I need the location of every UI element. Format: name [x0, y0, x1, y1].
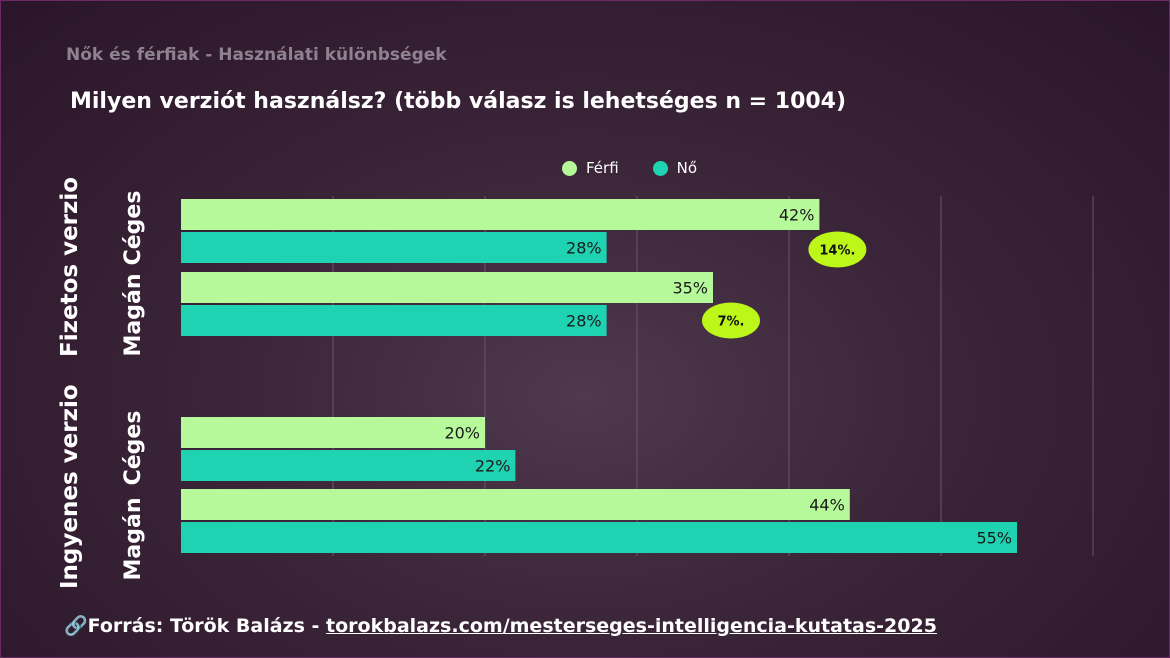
bar-ferfi-3 — [181, 489, 850, 520]
bar-no-3 — [181, 522, 1017, 553]
difference-badge-text-1: 7%. — [717, 315, 744, 330]
bar-no-1 — [181, 305, 607, 336]
legend-item-ferfi: Férfi — [562, 159, 619, 177]
slide-subtitle: Nők és férfiak - Használati különbségek — [66, 45, 447, 65]
legend-item-no: Nő — [652, 159, 698, 177]
data-label-ferfi-3: 44% — [809, 496, 845, 515]
bar-ferfi-2 — [181, 417, 485, 448]
difference-badge-1 — [702, 302, 760, 339]
data-label-ferfi-2: 20% — [444, 424, 480, 443]
difference-badge-text-0: 14%. — [819, 244, 855, 259]
data-label-no-1: 28% — [566, 312, 602, 331]
source-prefix: Forrás: Török Balázs - — [87, 615, 327, 637]
legend-swatch-no — [652, 160, 668, 176]
source-line: 🔗Forrás: Török Balázs - torokbalazs.com/… — [64, 614, 937, 637]
legend-label-ferfi: Férfi — [586, 159, 619, 177]
legend-swatch-ferfi — [562, 160, 577, 176]
data-label-no-2: 22% — [475, 457, 511, 476]
bar-ferfi-0 — [181, 199, 820, 230]
data-label-no-0: 28% — [566, 239, 602, 258]
chart-legend: Férfi Nő — [562, 159, 731, 177]
bar-no-2 — [181, 450, 516, 481]
data-label-ferfi-0: 42% — [779, 206, 815, 225]
chart-title: Milyen verziót használsz? (több válasz i… — [70, 89, 847, 114]
bar-no-0 — [181, 232, 607, 263]
bar-ferfi-1 — [181, 272, 713, 303]
legend-label-no: Nő — [676, 159, 698, 177]
data-label-no-3: 55% — [976, 529, 1012, 548]
link-icon: 🔗 — [64, 615, 88, 637]
data-label-ferfi-1: 35% — [672, 279, 708, 298]
difference-badge-0 — [808, 231, 867, 268]
source-link[interactable]: torokbalazs.com/mesterseges-intelligenci… — [326, 615, 937, 637]
